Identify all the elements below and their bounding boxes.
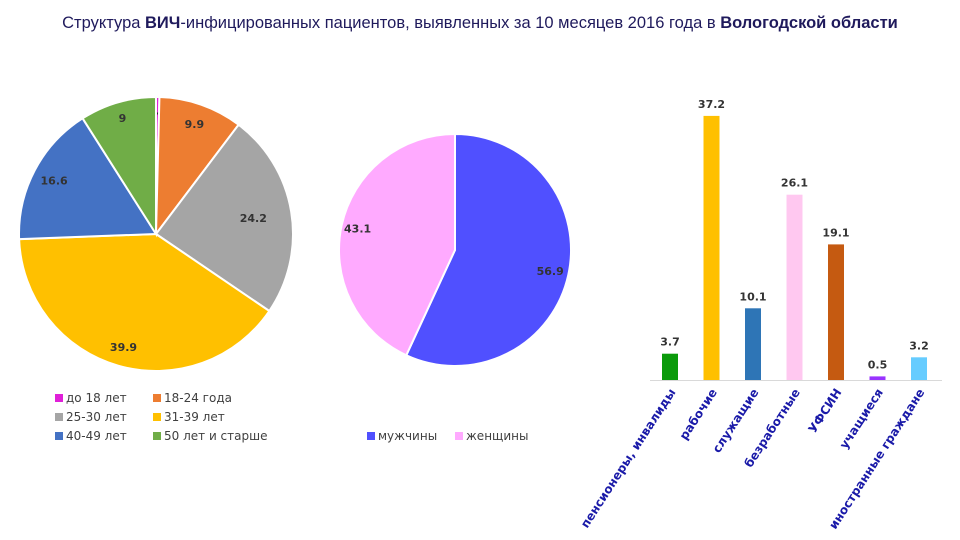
age-legend-swatch-2: [55, 413, 63, 421]
sex-pie-legend: мужчины женщины: [367, 429, 528, 443]
bar-2: [745, 308, 761, 380]
age-data-label-4: 16.6: [41, 175, 68, 188]
sex-legend-label-0: мужчины: [378, 429, 437, 443]
age-legend-label-3: 31-39 лет: [164, 410, 225, 424]
age-slice-4: [18, 116, 158, 241]
title-bold-end: Вологодской области: [720, 14, 898, 32]
bar-3: [786, 194, 803, 380]
sex-legend-label-1: женщины: [466, 429, 528, 443]
age-legend-swatch-3: [153, 413, 161, 421]
bar-4: [828, 244, 844, 380]
sex-pie-chart: 56.9 43.1: [338, 132, 572, 367]
age-slice-3: [18, 232, 271, 372]
bar-data-label-4: 19.1: [822, 226, 849, 239]
age-data-label-1: 9.9: [185, 118, 205, 131]
bar-category-иностранные-граждане: иностранные граждане: [826, 386, 927, 532]
age-legend-label-0: до 18 лет: [66, 391, 127, 405]
bar-0: [662, 353, 678, 380]
age-data-label-2: 24.2: [240, 212, 267, 225]
age-slice-2: [154, 123, 294, 313]
sex-data-label-0: 56.9: [537, 265, 564, 278]
title-prefix: Структура: [62, 14, 146, 32]
bar-category-пенсионеры-инвалиды: пенсионеры, инвалиды: [578, 386, 679, 531]
age-legend-swatch-5: [153, 432, 161, 440]
sex-legend-swatch-1: [455, 432, 463, 440]
title-rest: -инфицированных пациентов, выявленных за…: [180, 14, 721, 32]
age-slice-1: [154, 96, 241, 238]
bar-data-label-6: 3.2: [909, 339, 929, 352]
sex-slice-1: [338, 132, 456, 357]
age-data-label-3: 39.9: [110, 341, 137, 354]
sex-data-label-1: 43.1: [344, 223, 371, 236]
age-legend-swatch-1: [153, 394, 161, 402]
age-legend-swatch-4: [55, 432, 63, 440]
age-slice-5: [81, 95, 157, 238]
bar-6: [911, 357, 927, 380]
bar-1: [703, 115, 720, 381]
bar-data-label-2: 10.1: [739, 290, 766, 303]
age-pie-legend: до 18 лет 18-24 года 25-30 лет 31-39 лет 40-…: [55, 391, 267, 443]
bar-data-label-1: 37.2: [698, 98, 725, 111]
bar-data-label-0: 3.7: [660, 336, 680, 349]
age-legend-swatch-0: [55, 394, 63, 402]
bar-category-уфсин: УФСИН: [806, 386, 845, 436]
age-legend-label-5: 50 лет и старше: [164, 429, 267, 443]
bar-data-label-5: 0.5: [868, 358, 888, 371]
title-bold: ВИЧ: [145, 14, 181, 32]
age-legend-label-1: 18-24 года: [164, 391, 232, 405]
age-legend-label-4: 40-49 лет: [66, 429, 127, 443]
age-data-label-5: 9: [119, 112, 127, 125]
bar-category-рабочие: рабочие: [677, 386, 720, 442]
bar-data-label-3: 26.1: [781, 177, 808, 190]
age-legend-label-2: 25-30 лет: [66, 410, 127, 424]
age-pie-chart: 0.49.924.239.916.69: [18, 95, 294, 372]
bar-5: [869, 376, 886, 380]
sex-slice-0: [404, 132, 572, 367]
sex-legend-swatch-0: [367, 432, 375, 440]
slide-title: Структура ВИЧ-инфицированных пациентов, …: [0, 14, 960, 33]
